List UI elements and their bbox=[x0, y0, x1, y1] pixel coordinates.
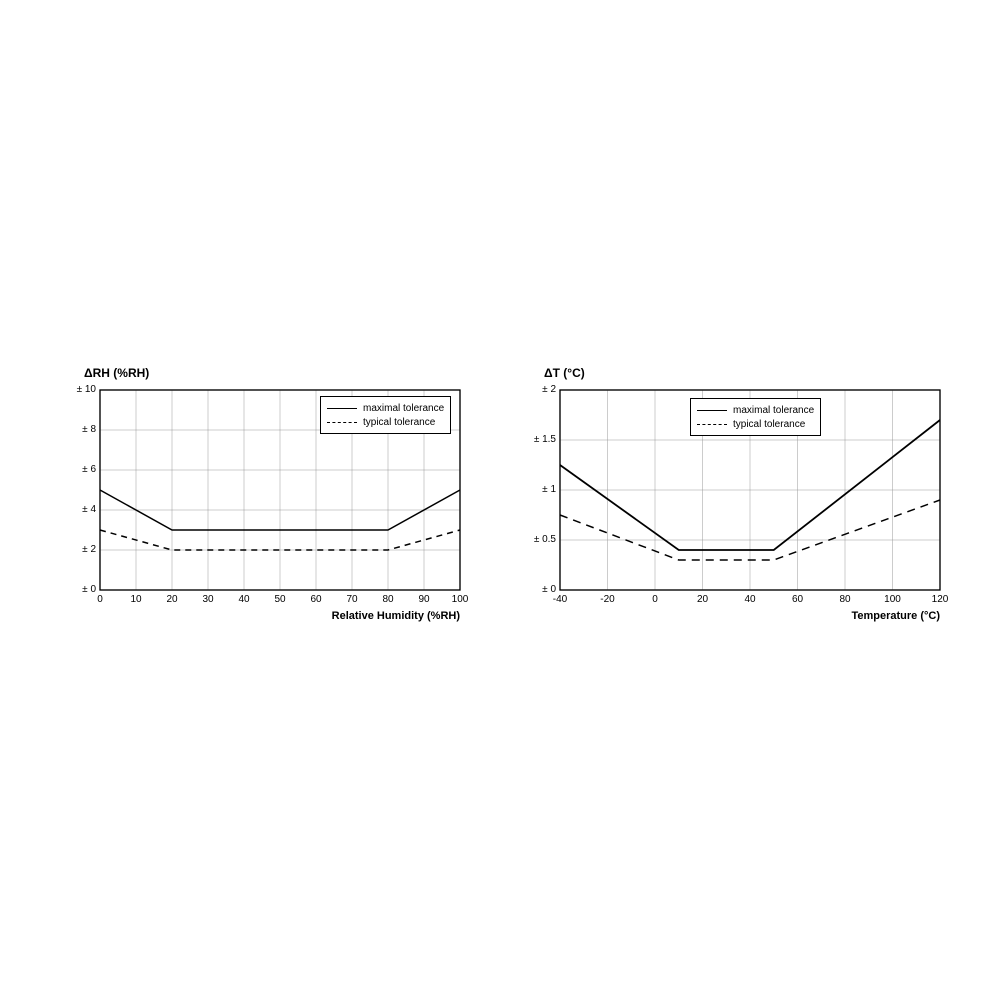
x-tick-label: 20 bbox=[162, 594, 182, 605]
x-tick-label: 80 bbox=[835, 594, 855, 605]
y-tick-label: ± 1 bbox=[542, 484, 556, 495]
x-tick-label: 120 bbox=[930, 594, 950, 605]
x-tick-label: 0 bbox=[645, 594, 665, 605]
x-axis-label: Temperature (°C) bbox=[851, 610, 940, 622]
y-tick-label: ± 2 bbox=[82, 544, 96, 555]
legend: maximal tolerance typical tolerance bbox=[320, 396, 451, 434]
x-axis-label: Relative Humidity (%RH) bbox=[332, 610, 460, 622]
legend-label: typical tolerance bbox=[733, 419, 805, 430]
chart-y-title: ΔRH (%RH) bbox=[84, 366, 149, 380]
temperature-tolerance-chart: -40 -20 0 20 40 60 80 100 120 ± 0 ± 0.5 ± 1 ± 1.5 ± 2… bbox=[516, 366, 950, 636]
x-tick-label: 50 bbox=[270, 594, 290, 605]
x-tick-label: 10 bbox=[126, 594, 146, 605]
y-tick-label: ± 2 bbox=[542, 384, 556, 395]
x-tick-label: -20 bbox=[598, 594, 618, 605]
y-tick-label: ± 8 bbox=[82, 424, 96, 435]
legend-item: typical tolerance bbox=[697, 417, 814, 431]
y-tick-label: ± 10 bbox=[77, 384, 96, 395]
x-tick-label: 30 bbox=[198, 594, 218, 605]
y-tick-label: ± 0 bbox=[82, 584, 96, 595]
x-tick-label: 60 bbox=[788, 594, 808, 605]
y-tick-label: ± 6 bbox=[82, 464, 96, 475]
x-tick-label: 40 bbox=[234, 594, 254, 605]
legend-label: maximal tolerance bbox=[363, 403, 444, 414]
y-tick-label: ± 0.5 bbox=[534, 534, 556, 545]
legend-swatch-icon bbox=[697, 424, 727, 425]
x-tick-label: 90 bbox=[414, 594, 434, 605]
x-tick-label: 70 bbox=[342, 594, 362, 605]
x-tick-label: 20 bbox=[693, 594, 713, 605]
x-tick-label: 60 bbox=[306, 594, 326, 605]
humidity-tolerance-chart: 0 10 20 30 40 50 60 70 80 90 100 ± 0 ± 2 ± 4 ± 6 ± 8 ± 1… bbox=[56, 366, 470, 636]
legend-swatch-icon bbox=[327, 422, 357, 423]
chart-y-title: ΔT (°C) bbox=[544, 366, 585, 380]
x-tick-label: -40 bbox=[550, 594, 570, 605]
y-tick-label: ± 4 bbox=[82, 504, 96, 515]
legend-swatch-icon bbox=[327, 408, 357, 409]
legend-swatch-icon bbox=[697, 410, 727, 411]
x-tick-label: 40 bbox=[740, 594, 760, 605]
x-tick-label: 100 bbox=[450, 594, 470, 605]
legend: maximal tolerance typical tolerance bbox=[690, 398, 821, 436]
x-tick-label: 0 bbox=[90, 594, 110, 605]
legend-item: maximal tolerance bbox=[697, 403, 814, 417]
y-tick-label: ± 0 bbox=[542, 584, 556, 595]
legend-label: typical tolerance bbox=[363, 417, 435, 428]
legend-label: maximal tolerance bbox=[733, 405, 814, 416]
legend-item: typical tolerance bbox=[327, 415, 444, 429]
legend-item: maximal tolerance bbox=[327, 401, 444, 415]
x-tick-label: 100 bbox=[883, 594, 903, 605]
x-tick-label: 80 bbox=[378, 594, 398, 605]
y-tick-label: ± 1.5 bbox=[534, 434, 556, 445]
